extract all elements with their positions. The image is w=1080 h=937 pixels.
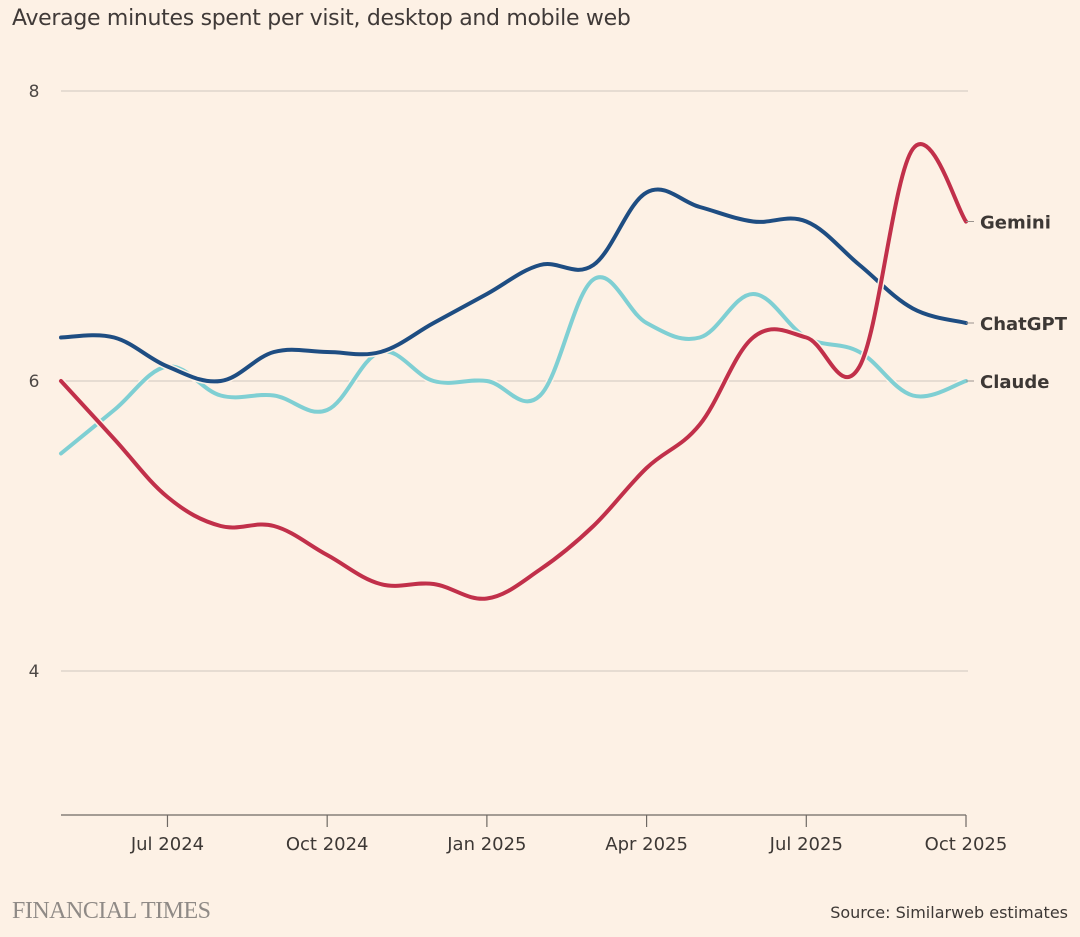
- series-label-gemini: Gemini: [980, 213, 1051, 234]
- chart-title: Average minutes spent per visit, desktop…: [12, 6, 631, 31]
- ft-logo: FINANCIAL TIMES: [12, 898, 211, 924]
- series-halo-chatgpt: [57, 186, 970, 385]
- x-tick-label: Oct 2024: [286, 834, 369, 855]
- series-label-chatgpt: ChatGPT: [980, 314, 1068, 335]
- series-halo-gemini: [57, 140, 970, 603]
- x-tick-label: Jul 2024: [130, 834, 204, 855]
- y-tick-label: 4: [29, 662, 40, 682]
- x-tick-label: Apr 2025: [605, 834, 688, 855]
- source-note: Source: Similarweb estimates: [830, 903, 1068, 922]
- y-tick-label: 6: [29, 372, 40, 392]
- series-line-chatgpt: [59, 187, 968, 384]
- series-lines: [57, 140, 970, 603]
- x-tick-label: Jul 2025: [769, 834, 843, 855]
- y-axis-ticks: 4 6 8: [29, 82, 40, 682]
- series-label-claude: Claude: [980, 372, 1049, 393]
- series-line-gemini: [59, 142, 968, 601]
- x-tick-label: Oct 2025: [925, 834, 1008, 855]
- x-axis: Jul 2024 Oct 2024 Jan 2025 Apr 2025 Jul 2025…: [61, 814, 1008, 855]
- y-tick-label: 8: [29, 82, 40, 102]
- x-tick-label: Jan 2025: [446, 834, 526, 855]
- series-labels: Claude ChatGPT Gemini: [966, 213, 1068, 393]
